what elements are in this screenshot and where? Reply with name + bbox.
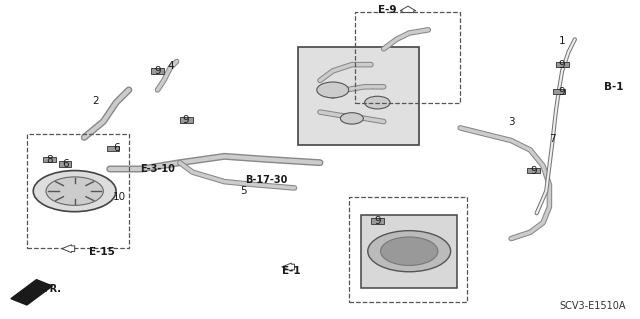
Circle shape	[46, 177, 103, 205]
Text: B-1: B-1	[604, 82, 623, 92]
Text: 6: 6	[62, 159, 68, 169]
FancyArrow shape	[400, 6, 416, 12]
Text: 4: 4	[167, 61, 173, 71]
Bar	[355, 12, 460, 103]
Text: 9: 9	[374, 216, 381, 226]
Circle shape	[33, 171, 116, 212]
Bar	[349, 197, 467, 302]
Bar	[106, 145, 119, 151]
Text: 9: 9	[154, 66, 161, 76]
Text: 7: 7	[549, 134, 556, 144]
Bar	[371, 218, 384, 224]
Text: 8: 8	[46, 154, 52, 165]
Text: SCV3-E1510A: SCV3-E1510A	[559, 301, 626, 311]
Bar	[151, 68, 164, 74]
Text: 10: 10	[113, 192, 126, 203]
Text: 9: 9	[183, 115, 189, 125]
Circle shape	[365, 96, 390, 109]
Text: E-9: E-9	[378, 4, 396, 15]
Bar	[43, 157, 56, 162]
Bar	[27, 134, 129, 248]
Circle shape	[381, 237, 438, 265]
Circle shape	[317, 82, 349, 98]
Circle shape	[340, 113, 364, 124]
Text: E-3-10: E-3-10	[140, 164, 175, 174]
FancyBboxPatch shape	[298, 47, 419, 145]
Bar	[556, 62, 568, 68]
Polygon shape	[11, 280, 52, 305]
Text: 5: 5	[240, 186, 247, 196]
Bar	[59, 161, 72, 167]
Text: 3: 3	[508, 116, 515, 127]
Text: 2: 2	[92, 96, 99, 106]
Text: FR.: FR.	[43, 284, 61, 294]
Text: 1: 1	[559, 36, 566, 46]
FancyArrow shape	[62, 245, 75, 253]
FancyArrow shape	[282, 263, 294, 271]
Text: E-15: E-15	[90, 247, 115, 257]
Text: 9: 9	[530, 166, 537, 175]
Text: B-17-30: B-17-30	[244, 175, 287, 185]
Text: E-1: E-1	[282, 266, 300, 276]
Bar	[527, 168, 540, 174]
FancyBboxPatch shape	[362, 215, 457, 287]
Text: 9: 9	[559, 60, 566, 70]
Bar	[180, 117, 193, 123]
Text: 6: 6	[113, 144, 120, 153]
Bar	[552, 89, 565, 94]
Circle shape	[368, 231, 451, 272]
Text: 9: 9	[559, 86, 566, 97]
